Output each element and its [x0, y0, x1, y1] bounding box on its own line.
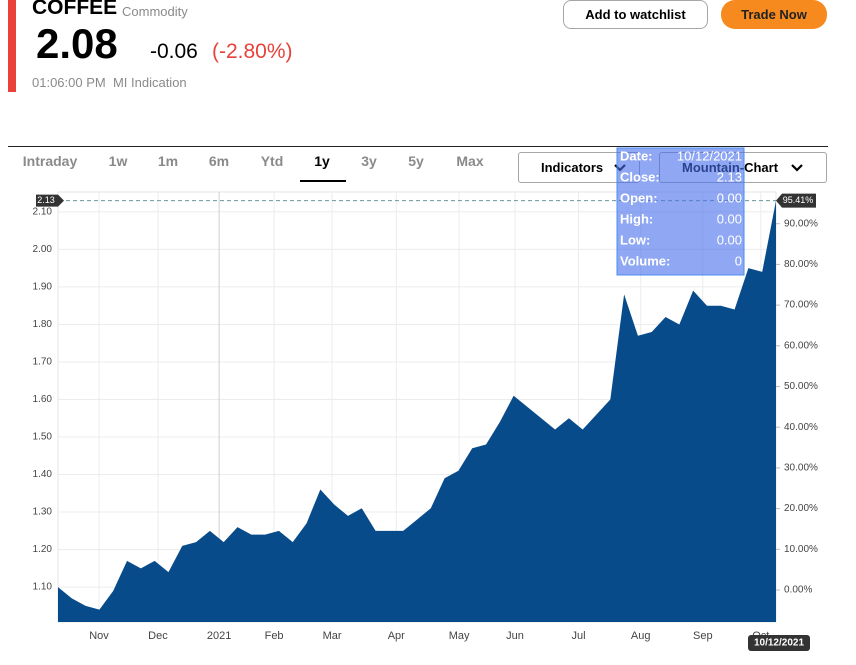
change: -0.06	[150, 40, 198, 63]
y2-tick-label: 50.00%	[784, 381, 818, 392]
y2-tick-label: 30.00%	[784, 463, 818, 474]
y-tick-label: 2.00	[33, 244, 53, 255]
tooltip-label: Date:	[620, 148, 653, 163]
tooltip-value: 0.00	[717, 211, 742, 226]
y-tick-label: 1.70	[33, 357, 53, 368]
y-tick-label: 1.90	[33, 282, 53, 293]
tooltip-label: Volume:	[620, 253, 670, 268]
tooltip-label: High:	[620, 211, 653, 226]
y-tick-label: 1.60	[33, 394, 53, 405]
x-tick-label: Jun	[506, 630, 524, 642]
source: MI Indication	[112, 75, 187, 90]
symbol: COFFEE	[32, 0, 118, 19]
crosshair-y2-label: 95.41%	[783, 195, 814, 205]
y2-tick-label: 40.00%	[784, 422, 818, 433]
x-tick-label: May	[449, 630, 470, 642]
range-tab[interactable]: 1m	[157, 153, 179, 169]
range-tab[interactable]: 3y	[361, 153, 377, 169]
chevron	[791, 163, 803, 172]
dropdown-label: Indicators	[541, 160, 604, 175]
x-tick-label: Aug	[631, 630, 651, 642]
asset-kind: Commodity	[122, 4, 188, 19]
y-tick-label: 1.50	[33, 432, 53, 443]
y-tick-label: 1.20	[33, 544, 53, 555]
tab-underline	[300, 180, 346, 182]
accent-bar	[8, 0, 16, 92]
range-tab[interactable]: Intraday	[22, 153, 78, 169]
tooltip-value: 2.13	[717, 169, 742, 184]
y2-tick-label: 60.00%	[784, 340, 818, 351]
y-tick-label: 1.80	[33, 319, 53, 330]
crosshair-badge	[748, 635, 810, 651]
y2-tick-label: 10.00%	[784, 544, 818, 555]
y2-tick-label: 20.00%	[784, 503, 818, 514]
tooltip-label: Open:	[620, 190, 658, 205]
y2-tick-label: 0.00%	[784, 585, 812, 596]
range-tab[interactable]: 5y	[408, 153, 424, 169]
crosshair-x-label: 10/12/2021	[754, 638, 804, 649]
y-tick-label: 1.30	[33, 507, 53, 518]
crosshair-badge	[36, 194, 64, 207]
x-tick-label: Jul	[572, 630, 586, 642]
divider	[8, 146, 828, 147]
range-tab[interactable]: 1w	[108, 153, 128, 169]
tooltip-label: Close:	[620, 169, 660, 184]
range-tab[interactable]: 1y	[314, 153, 330, 169]
tooltip	[616, 147, 745, 276]
y-tick-label: 2.10	[33, 207, 53, 218]
change-percent: (-2.80%)	[212, 40, 293, 63]
time: 01:06:00 PM	[32, 75, 106, 90]
range-tab[interactable]: Max	[456, 153, 484, 169]
y2-tick-label: 90.00%	[784, 218, 818, 229]
y-tick-label: 1.10	[33, 582, 53, 593]
crosshair-badge	[776, 193, 816, 208]
y-tick-label: 1.40	[33, 469, 53, 480]
range-tab[interactable]: 6m	[208, 153, 230, 169]
area	[58, 200, 776, 623]
x-tick-label: Mar	[323, 630, 342, 642]
trade-button[interactable]: Trade Now	[721, 0, 827, 29]
tooltip-value: 10/12/2021	[677, 148, 742, 163]
tooltip-value: 0	[735, 253, 742, 268]
quote-time: 01:06:00 PM MI Indication	[32, 75, 187, 90]
price: 2.08	[36, 20, 118, 67]
x-tick-label: Sep	[693, 630, 713, 642]
tooltip-label: Low:	[620, 232, 650, 247]
crosshair-y-label: 2.13	[37, 195, 55, 205]
x-tick-label: Feb	[265, 630, 284, 642]
x-tick-label: Apr	[388, 630, 405, 642]
x-tick-label: 2021	[207, 630, 231, 642]
x-tick-label: Dec	[148, 630, 168, 642]
range-tab[interactable]: Ytd	[260, 153, 284, 169]
y2-tick-label: 80.00%	[784, 259, 818, 270]
tooltip-value: 0.00	[717, 190, 742, 205]
watchlist-button[interactable]: Add to watchlist	[563, 0, 708, 29]
tooltip-value: 0.00	[717, 232, 742, 247]
y2-tick-label: 70.00%	[784, 300, 818, 311]
x-tick-label: Nov	[89, 630, 109, 642]
